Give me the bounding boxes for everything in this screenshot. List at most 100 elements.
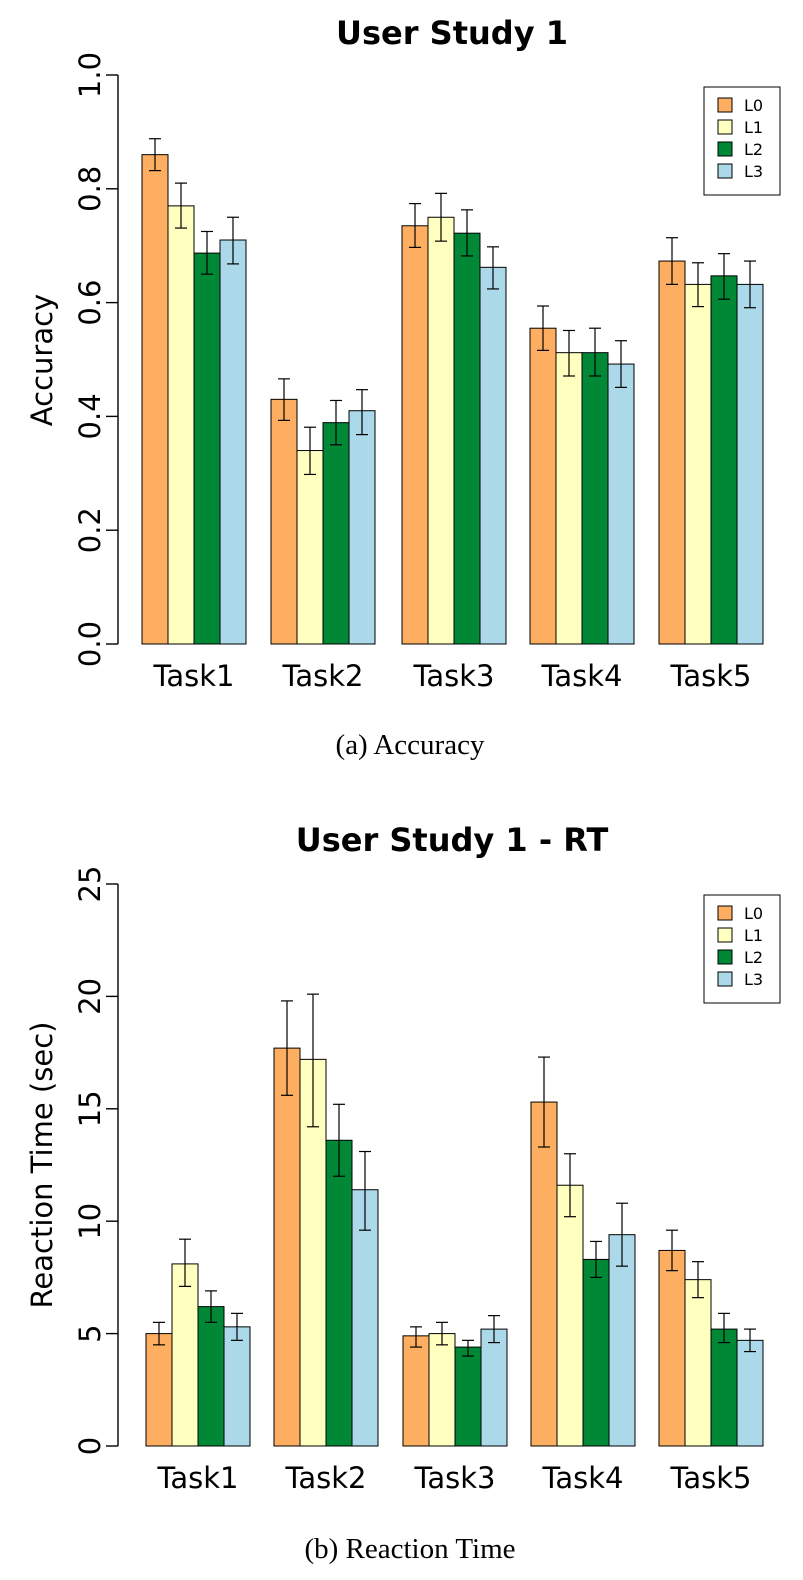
bar xyxy=(582,1258,610,1447)
bar xyxy=(658,260,686,645)
legend-item: L0 xyxy=(717,904,763,923)
error-bar xyxy=(356,389,368,436)
bar xyxy=(453,232,481,645)
legend-item: L2 xyxy=(717,948,763,967)
error-bar xyxy=(589,327,601,377)
x-axis: Task1 Task2 Task3 Task4 Task5 xyxy=(156,1461,751,1495)
error-bar xyxy=(205,1290,217,1323)
error-bar xyxy=(487,246,499,290)
bar xyxy=(273,1047,301,1447)
legend-swatch xyxy=(717,971,733,987)
x-tick-label: Task3 xyxy=(413,1461,495,1495)
legend-item: L1 xyxy=(717,118,763,137)
bar xyxy=(479,266,507,645)
bar xyxy=(193,252,221,645)
error-bar xyxy=(278,378,290,421)
y-axis: 0.0 0.2 0.4 0.6 0.8 1.0 xyxy=(73,52,119,667)
error-bar xyxy=(307,993,319,1128)
bar xyxy=(171,1263,199,1447)
y-tick-label: 0.4 xyxy=(73,393,107,439)
y-tick-label: 25 xyxy=(73,866,107,903)
error-bar xyxy=(615,340,627,388)
bar xyxy=(529,327,557,645)
y-tick-label: 1.0 xyxy=(73,52,107,98)
legend-label: L1 xyxy=(744,926,763,945)
bar xyxy=(219,239,247,645)
x-tick-label: Task5 xyxy=(669,1461,751,1495)
error-bar xyxy=(435,192,447,242)
error-bar xyxy=(744,260,756,309)
error-bar xyxy=(281,1000,293,1096)
error-bar xyxy=(436,1321,448,1346)
legend: L0 L1 L2 L3 xyxy=(703,86,781,196)
x-tick-label: Task3 xyxy=(412,659,494,693)
legend: L0 L1 L2 L3 xyxy=(703,894,781,1004)
bar xyxy=(556,1184,584,1447)
error-bar xyxy=(718,1312,730,1344)
x-tick-label: Task2 xyxy=(284,1461,366,1495)
error-bar xyxy=(227,216,239,265)
error-bar xyxy=(461,209,473,257)
bar xyxy=(223,1326,251,1447)
legend-swatch xyxy=(717,141,733,157)
y-axis-label: Reaction Time (sec) xyxy=(25,1022,59,1309)
bars-layer xyxy=(145,993,764,1447)
legend-item: L3 xyxy=(717,970,763,989)
bar xyxy=(167,205,195,645)
bar xyxy=(322,422,350,645)
error-bar xyxy=(744,1328,756,1353)
bar xyxy=(607,363,635,645)
error-bar xyxy=(563,329,575,377)
legend-swatch xyxy=(717,97,733,113)
x-axis: Task1 Task2 Task3 Task4 Task5 xyxy=(152,659,751,693)
legend-swatch xyxy=(717,163,733,179)
chart-title: User Study 1 - RT xyxy=(296,821,609,859)
bar xyxy=(401,225,429,645)
error-bar xyxy=(564,1153,576,1218)
error-bar xyxy=(201,230,213,275)
y-tick-label: 15 xyxy=(73,1090,107,1127)
x-tick-label: Task1 xyxy=(152,659,234,693)
y-tick-label: 0.2 xyxy=(73,507,107,553)
bar xyxy=(428,1333,456,1447)
legend-label: L3 xyxy=(744,970,763,989)
legend-label: L2 xyxy=(744,140,763,159)
y-tick-label: 20 xyxy=(73,978,107,1015)
x-tick-label: Task1 xyxy=(156,1461,238,1495)
bar xyxy=(402,1335,430,1447)
error-bar xyxy=(175,182,187,229)
legend-label: L2 xyxy=(744,948,763,967)
bar xyxy=(325,1139,353,1447)
error-bar xyxy=(410,1326,422,1348)
error-bar xyxy=(304,426,316,476)
bar xyxy=(684,1279,712,1447)
bar xyxy=(296,450,324,645)
bar xyxy=(608,1234,636,1447)
y-tick-label: 10 xyxy=(73,1203,107,1240)
legend-swatch xyxy=(717,905,733,921)
error-bar xyxy=(149,138,161,172)
bar xyxy=(270,398,298,645)
legend-item: L0 xyxy=(717,96,763,115)
y-axis: 0 5 10 15 20 25 xyxy=(73,866,119,1455)
error-bar xyxy=(409,202,421,249)
bar xyxy=(145,1333,173,1447)
y-tick-label: 0 xyxy=(73,1437,107,1455)
legend-item: L1 xyxy=(717,926,763,945)
legend-label: L0 xyxy=(744,904,763,923)
bar xyxy=(555,352,583,645)
error-bar xyxy=(488,1315,500,1344)
x-tick-label: Task4 xyxy=(540,659,622,693)
y-tick-label: 0.6 xyxy=(73,280,107,326)
bar xyxy=(427,216,455,645)
legend-box xyxy=(703,86,781,196)
y-tick-label: 5 xyxy=(73,1324,107,1342)
legend-swatch xyxy=(717,119,733,135)
error-bar xyxy=(666,237,678,285)
error-bar xyxy=(692,262,704,308)
error-bar xyxy=(666,1229,678,1272)
bar xyxy=(658,1249,686,1447)
bars-layer xyxy=(141,138,764,645)
bar xyxy=(141,154,169,645)
